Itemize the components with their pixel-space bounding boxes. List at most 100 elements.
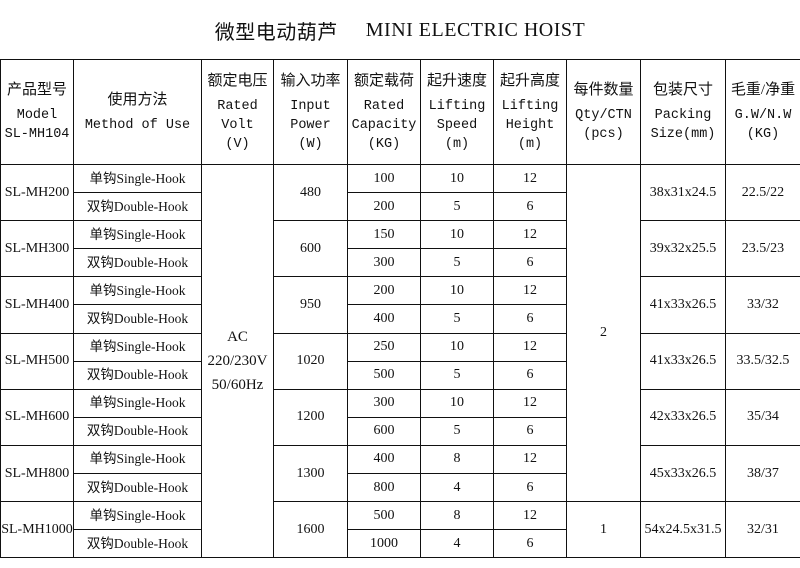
qty-cell: 1 (566, 501, 641, 559)
table-row: 双钩Double-Hook 300 5 6 (1, 248, 800, 278)
capacity-cell: 500 (347, 501, 421, 531)
header-en: Capacity (351, 117, 417, 133)
column-header: 使用方法 Method of Use (73, 59, 202, 165)
header-en: Size(mm) (650, 127, 716, 142)
height-cell: 6 (493, 529, 567, 559)
power-cell: 600 (273, 220, 348, 278)
capacity-cell: 1000 (347, 529, 421, 559)
column-header: 每件数量 Qty/CTN (pcs) (566, 59, 641, 165)
column-header: 输入功率 Input Power (W) (273, 59, 348, 165)
voltage-cell: AC 220/230V 50/60Hz (201, 163, 274, 559)
method-double: 双钩Double-Hook (73, 248, 202, 278)
packing-cell: 45x33x26.5 (640, 444, 726, 503)
packing-cell: 54x24.5x31.5 (640, 501, 726, 559)
column-header: 包装尺寸 Packing Size(mm) (640, 59, 726, 165)
table-row: 双钩Double-Hook 400 5 6 (1, 304, 800, 334)
header-en: Lifting (501, 98, 559, 114)
header-en: (m) (444, 136, 470, 152)
weight-cell: 23.5/23 (725, 220, 800, 278)
capacity-cell: 300 (347, 248, 421, 278)
method-single: 单钩Single-Hook (73, 220, 202, 250)
capacity-cell: 100 (347, 163, 421, 194)
header-en: (m) (517, 136, 543, 152)
power-cell: 1020 (273, 332, 348, 390)
model-cell: SL-MH400 (0, 276, 74, 334)
capacity-cell: 400 (347, 444, 421, 475)
method-double: 双钩Double-Hook (73, 304, 202, 334)
header-en: (V) (225, 136, 250, 152)
speed-cell: 8 (420, 444, 494, 475)
method-single: 单钩Single-Hook (73, 163, 202, 194)
column-header: 额定电压 Rated Volt (V) (201, 59, 274, 165)
power-cell: 1300 (273, 444, 348, 503)
table-row: SL-MH500 单钩Single-Hook 1020 250 10 12 41x33x26… (0, 332, 800, 390)
header-en: SL-MH104 (4, 127, 70, 142)
speed-cell: 5 (420, 360, 494, 390)
header-en: Qty/CTN (575, 108, 632, 123)
capacity-cell: 600 (347, 416, 421, 446)
column-header: 起升高度 Lifting Height (m) (493, 59, 567, 165)
weight-cell: 32/31 (725, 501, 800, 559)
header-cn: 额定载荷 (353, 72, 414, 89)
header-en: G.W/N.W (734, 108, 792, 123)
column-header: 额定载荷 Rated Capacity (KG) (347, 59, 421, 165)
model-cell: SL-MH1000 (0, 501, 74, 559)
page-title: 微型电动葫芦 MINI ELECTRIC HOIST (0, 0, 800, 60)
weight-cell: 38/37 (725, 444, 800, 503)
capacity-cell: 200 (347, 276, 421, 306)
title-cn: 微型电动葫芦 (214, 21, 338, 44)
capacity-cell: 250 (347, 332, 421, 362)
height-cell: 12 (493, 220, 567, 250)
power-cell: 1600 (273, 501, 348, 559)
method-double: 双钩Double-Hook (73, 416, 202, 446)
method-single: 单钩Single-Hook (73, 444, 202, 475)
header-en: Speed (436, 117, 478, 133)
speed-cell: 5 (420, 248, 494, 278)
header-cn: 起升高度 (499, 72, 560, 89)
height-cell: 6 (493, 473, 567, 503)
spec-table: 产品型号 Model SL-MH104 使用方法 Method of Use 额定电压 Ra… (0, 59, 800, 559)
speed-cell: 10 (420, 276, 494, 306)
qty-cell: 2 (566, 163, 641, 503)
header-cn: 起升速度 (426, 72, 487, 89)
speed-cell: 10 (420, 220, 494, 250)
header-cn: 输入功率 (280, 72, 341, 89)
speed-cell: 5 (420, 304, 494, 334)
model-cell: SL-MH600 (0, 388, 74, 446)
speed-cell: 4 (420, 529, 494, 559)
header-en: Rated (363, 98, 405, 114)
power-cell: 480 (273, 163, 348, 222)
packing-cell: 41x33x26.5 (640, 332, 726, 390)
packing-cell: 38x31x24.5 (640, 163, 726, 222)
height-cell: 12 (493, 276, 567, 306)
weight-cell: 33/32 (725, 276, 800, 334)
speed-cell: 10 (420, 332, 494, 362)
packing-cell: 42x33x26.5 (640, 388, 726, 446)
voltage-line: 50/60Hz (211, 377, 264, 394)
table-row: SL-MH400 单钩Single-Hook 950 200 10 12 41x33x26.… (0, 276, 800, 334)
table-row: SL-MH600 单钩Single-Hook 1200 300 10 12 42x33x26… (0, 388, 800, 446)
method-double: 双钩Double-Hook (73, 473, 202, 503)
header-row: 产品型号 Model SL-MH104 使用方法 Method of Use 额定电压 Ra… (0, 59, 800, 165)
header-en: (pcs) (583, 127, 624, 142)
height-cell: 6 (493, 192, 567, 222)
header-en: (KG) (367, 136, 401, 152)
method-double: 双钩Double-Hook (73, 529, 202, 559)
method-single: 单钩Single-Hook (73, 388, 202, 418)
power-cell: 1200 (273, 388, 348, 446)
model-cell: SL-MH500 (0, 332, 74, 390)
capacity-cell: 800 (347, 473, 421, 503)
height-cell: 12 (493, 163, 567, 194)
table-row: 双钩Double-Hook 800 4 6 (1, 473, 800, 503)
table-row: SL-MH1000 单钩Single-Hook 1600 500 8 12 1 54x24.5… (0, 501, 800, 559)
header-en: Model (16, 108, 58, 123)
speed-cell: 5 (420, 416, 494, 446)
model-cell: SL-MH200 (0, 163, 74, 222)
header-en: Method of Use (84, 117, 191, 133)
height-cell: 12 (493, 332, 567, 362)
table-row: SL-MH800 单钩Single-Hook 1300 400 8 12 45x33x26.… (0, 444, 800, 503)
height-cell: 6 (493, 304, 567, 334)
packing-cell: 41x33x26.5 (640, 276, 726, 334)
header-en: Lifting (428, 98, 486, 114)
header-cn: 使用方法 (107, 91, 168, 108)
